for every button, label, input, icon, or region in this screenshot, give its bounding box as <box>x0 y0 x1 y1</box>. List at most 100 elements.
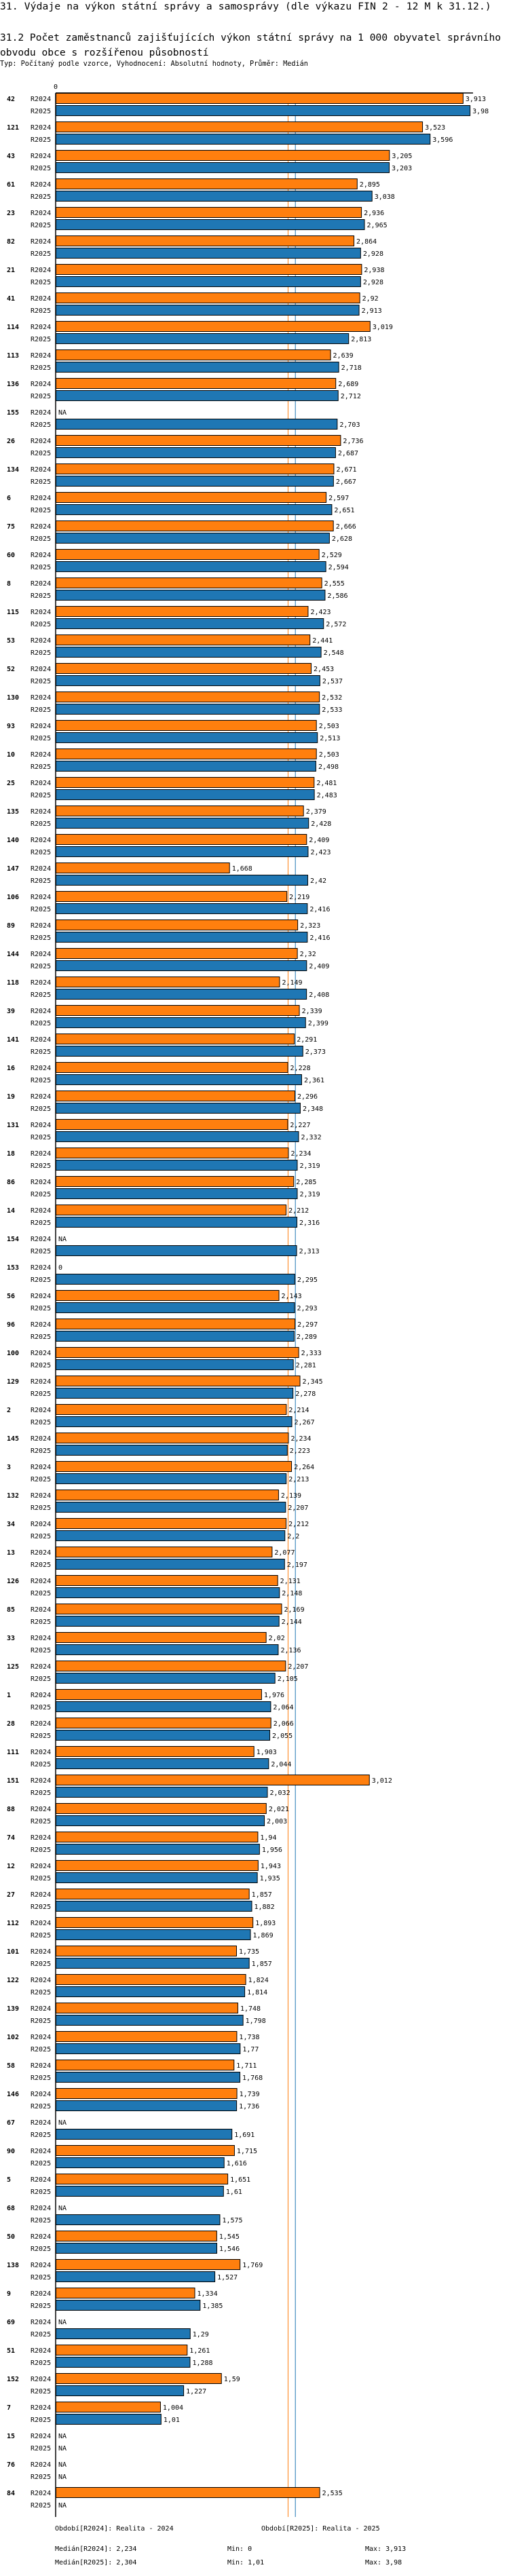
group-label: 132 <box>7 1492 19 1500</box>
group-label: 114 <box>7 324 19 331</box>
series-label: R2024 <box>31 894 51 901</box>
value-label: 2,149 <box>282 979 302 987</box>
value-label: 2,169 <box>284 1606 305 1614</box>
series-label: R2025 <box>31 2417 51 2424</box>
value-label: 2,373 <box>305 1048 326 1056</box>
bar-r2025 <box>56 818 309 829</box>
value-label: 1,546 <box>219 2246 240 2253</box>
value-label: 2,021 <box>269 1806 289 1813</box>
bar-r2025 <box>56 2271 216 2282</box>
group-label: 102 <box>7 2034 19 2041</box>
bar-r2024 <box>56 663 312 674</box>
value-label: 1,94 <box>260 1834 276 1842</box>
bar-r2024 <box>56 2487 320 2498</box>
series-label: R2025 <box>31 1704 51 1711</box>
series-label: R2025 <box>31 2075 51 2082</box>
series-label: R2024 <box>31 153 51 160</box>
value-label: 2,938 <box>364 267 384 274</box>
group-label: 25 <box>7 780 15 787</box>
value-label: 2,348 <box>303 1105 323 1113</box>
series-label: R2024 <box>31 2034 51 2041</box>
series-label: R2025 <box>31 1903 51 1911</box>
group-label: 60 <box>7 552 15 559</box>
bar-r2025 <box>56 1758 269 1769</box>
series-label: R2025 <box>31 934 51 942</box>
value-label: 2,297 <box>297 1321 318 1329</box>
bar-r2024 <box>56 207 362 218</box>
bar-r2024 <box>56 749 317 759</box>
group-label: 130 <box>7 694 19 702</box>
series-label: R2025 <box>31 564 51 571</box>
bar-r2024 <box>56 321 371 332</box>
bar-r2024 <box>56 863 230 873</box>
group-label: 2 <box>7 1407 11 1414</box>
group-label: 153 <box>7 1264 19 1272</box>
group-label: 3 <box>7 1464 11 1471</box>
series-label: R2024 <box>31 466 51 474</box>
series-label: R2025 <box>31 906 51 913</box>
group-label: 50 <box>7 2233 15 2241</box>
na-label: NA <box>58 2461 67 2469</box>
bar-r2024 <box>56 1775 370 1785</box>
value-label: 1,735 <box>239 1948 259 1956</box>
series-label: R2025 <box>31 1561 51 1569</box>
series-label: R2024 <box>31 1521 51 1528</box>
value-label: 2,197 <box>287 1561 307 1569</box>
value-label: 2,333 <box>301 1350 322 1357</box>
group-label: 61 <box>7 181 15 189</box>
value-label: 3,203 <box>392 165 412 172</box>
value-label: 2,597 <box>328 495 349 502</box>
value-label: 1,575 <box>222 2217 242 2224</box>
bar-r2024 <box>56 634 311 645</box>
bar-r2024 <box>56 2031 238 2042</box>
series-label: R2024 <box>31 1834 51 1842</box>
value-label: 2,289 <box>297 1333 317 1341</box>
series-label: R2024 <box>31 1207 51 1215</box>
bar-r2024 <box>56 1718 271 1728</box>
bar-r2024 <box>56 1490 279 1500</box>
series-label: R2024 <box>31 2233 51 2241</box>
value-label: 2,143 <box>282 1293 302 1300</box>
value-label: 1,869 <box>253 1932 274 1939</box>
bar-r2025 <box>56 134 431 145</box>
group-label: 42 <box>7 96 15 103</box>
value-label: 1,288 <box>192 2360 212 2367</box>
bar-r2025 <box>56 1701 271 1712</box>
series-label: R2025 <box>31 2132 51 2139</box>
group-label: 136 <box>7 381 19 388</box>
value-label: 1,935 <box>260 1875 280 1882</box>
bar-r2024 <box>56 1689 262 1700</box>
group-label: 154 <box>7 1236 19 1243</box>
bar-r2024 <box>56 1860 259 1871</box>
series-label: R2025 <box>31 1932 51 1939</box>
series-label: R2024 <box>31 495 51 502</box>
value-label: 2,423 <box>310 609 331 616</box>
series-label: R2024 <box>31 96 51 103</box>
value-label: 2,651 <box>334 507 354 514</box>
value-label: 1,738 <box>239 2034 259 2041</box>
bar-r2025 <box>56 2100 238 2111</box>
bar-r2025 <box>56 219 365 230</box>
bar-r2025 <box>56 1872 258 1883</box>
series-label: R2024 <box>31 1492 51 1500</box>
series-label: R2024 <box>31 580 51 588</box>
value-label: 2,136 <box>280 1647 301 1654</box>
series-label: R2025 <box>31 507 51 514</box>
series-label: R2025 <box>31 2103 51 2110</box>
series-label: R2024 <box>31 1321 51 1329</box>
series-label: R2025 <box>31 1675 51 1683</box>
value-label: 2,555 <box>324 580 345 588</box>
value-label: 1,691 <box>234 2132 254 2139</box>
group-label: 56 <box>7 1293 15 1300</box>
bar-r2025 <box>56 1188 298 1199</box>
series-label: R2024 <box>31 2290 51 2298</box>
value-label: 2,483 <box>317 792 337 799</box>
value-label: 2,895 <box>360 181 380 189</box>
series-label: R2025 <box>31 2018 51 2025</box>
bar-r2024 <box>56 1461 293 1472</box>
bar-r2025 <box>56 647 322 658</box>
group-label: 100 <box>7 1350 19 1357</box>
group-label: 7 <box>7 2404 11 2412</box>
value-label: 2,586 <box>327 592 347 600</box>
bar-r2025 <box>56 447 336 458</box>
